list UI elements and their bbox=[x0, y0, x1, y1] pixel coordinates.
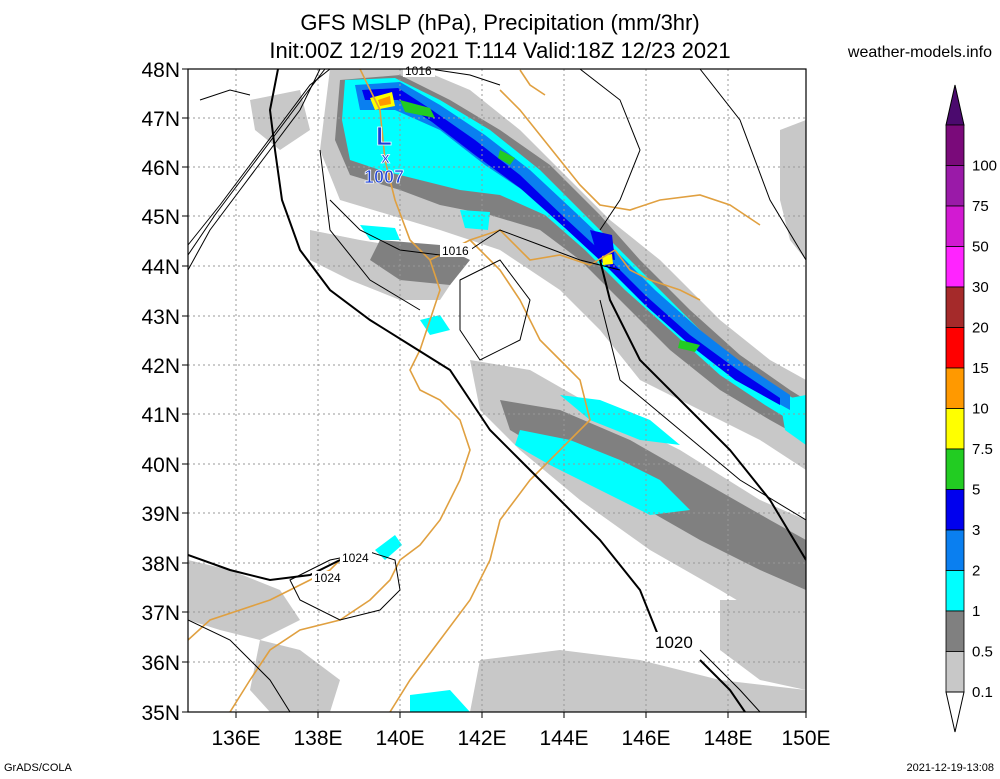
footer-timestamp: 2021-12-19-13:08 bbox=[906, 762, 994, 774]
lat-label: 42N bbox=[141, 355, 180, 378]
lon-label: 144E bbox=[539, 727, 588, 750]
colorbar-swatch bbox=[945, 489, 965, 531]
colorbar-label: 15 bbox=[972, 360, 989, 377]
colorbar-swatch bbox=[945, 529, 965, 571]
colorbar-label: 1 bbox=[972, 603, 980, 620]
low-symbol: L bbox=[376, 121, 392, 151]
colorbar-swatch bbox=[945, 124, 965, 166]
colorbar-swatch bbox=[945, 570, 965, 612]
footer-credit: GrADS/COLA bbox=[4, 762, 72, 774]
map-frame bbox=[187, 68, 807, 713]
lon-label: 140E bbox=[375, 727, 424, 750]
colorbar-label: 100 bbox=[972, 158, 997, 175]
colorbar-swatch bbox=[945, 610, 965, 652]
colorbar-label: 5 bbox=[972, 482, 980, 499]
lat-label: 48N bbox=[141, 59, 180, 82]
colorbar-label: 50 bbox=[972, 239, 989, 256]
lat-label: 38N bbox=[141, 553, 180, 576]
colorbar-label: 75 bbox=[972, 198, 989, 215]
lat-label: 45N bbox=[141, 206, 180, 229]
colorbar-label: 2 bbox=[972, 563, 980, 580]
lat-label: 47N bbox=[141, 108, 180, 131]
longitude-labels: 136E 138E 140E 142E 144E 146E 148E 150E bbox=[211, 727, 830, 750]
lat-label: 35N bbox=[141, 702, 180, 725]
isobar-label-1020: 1020 bbox=[655, 633, 693, 652]
colorbar-swatch bbox=[945, 367, 965, 409]
lat-label: 39N bbox=[141, 503, 180, 526]
colorbar-swatch bbox=[945, 246, 965, 288]
lat-label: 44N bbox=[141, 256, 180, 279]
isobar-label: 1016 bbox=[442, 244, 469, 258]
colorbar-swatch bbox=[945, 327, 965, 369]
colorbar-label: 3 bbox=[972, 522, 980, 539]
lat-lon-grid bbox=[188, 69, 806, 712]
colorbar-label: 0.5 bbox=[972, 644, 993, 661]
lat-label: 37N bbox=[141, 602, 180, 625]
colorbar-swatch bbox=[945, 165, 965, 207]
lat-label: 40N bbox=[141, 454, 180, 477]
low-center-x-icon: x bbox=[381, 150, 390, 167]
colorbar-swatch bbox=[945, 448, 965, 490]
latitude-labels: 48N 47N 46N 45N 44N 43N 42N 41N 40N 39N … bbox=[141, 59, 180, 725]
lon-label: 142E bbox=[457, 727, 506, 750]
chart-title: GFS MSLP (hPa), Precipitation (mm/3hr) bbox=[300, 10, 700, 35]
lat-label: 46N bbox=[141, 157, 180, 180]
site-credit: weather-models.info bbox=[847, 44, 992, 61]
colorbar-swatch bbox=[945, 408, 965, 450]
lat-label: 43N bbox=[141, 306, 180, 329]
colorbar-label: 30 bbox=[972, 279, 989, 296]
colorbar-label: 20 bbox=[972, 320, 989, 337]
lon-label: 146E bbox=[621, 727, 670, 750]
colorbar-swatch bbox=[945, 651, 965, 693]
lat-label: 36N bbox=[141, 652, 180, 675]
lon-label: 136E bbox=[211, 727, 260, 750]
colorbar-swatch bbox=[945, 205, 965, 247]
lon-label: 138E bbox=[293, 727, 342, 750]
colorbar-top-arrow bbox=[945, 84, 965, 126]
lon-label: 150E bbox=[781, 727, 830, 750]
chart-subtitle: Init:00Z 12/19 2021 T:114 Valid:18Z 12/2… bbox=[269, 38, 731, 63]
colorbar-label: 10 bbox=[972, 401, 989, 418]
colorbar-bottom-arrow bbox=[945, 691, 965, 733]
lat-label: 41N bbox=[141, 404, 180, 427]
isobar-labels: 1016 1016 1024 1024 1020 bbox=[312, 64, 699, 652]
precipitation-colorbar: 100 75 50 30 20 15 10 7.5 5 3 2 1 0.5 0.1 bbox=[945, 84, 997, 733]
isobar-label: 1024 bbox=[314, 571, 341, 585]
low-pressure-value: 1007 bbox=[364, 167, 404, 187]
lon-label: 148E bbox=[703, 727, 752, 750]
precipitation-layer bbox=[188, 69, 806, 712]
isobar-label: 1024 bbox=[342, 551, 369, 565]
colorbar-label: 0.1 bbox=[972, 684, 993, 701]
colorbar-label: 7.5 bbox=[972, 441, 993, 458]
colorbar-swatch bbox=[945, 286, 965, 328]
low-pressure-center: L x 1007 bbox=[364, 121, 405, 188]
isobars bbox=[188, 69, 806, 712]
isobar-label: 1016 bbox=[405, 64, 432, 78]
axis-ticks bbox=[182, 68, 807, 718]
